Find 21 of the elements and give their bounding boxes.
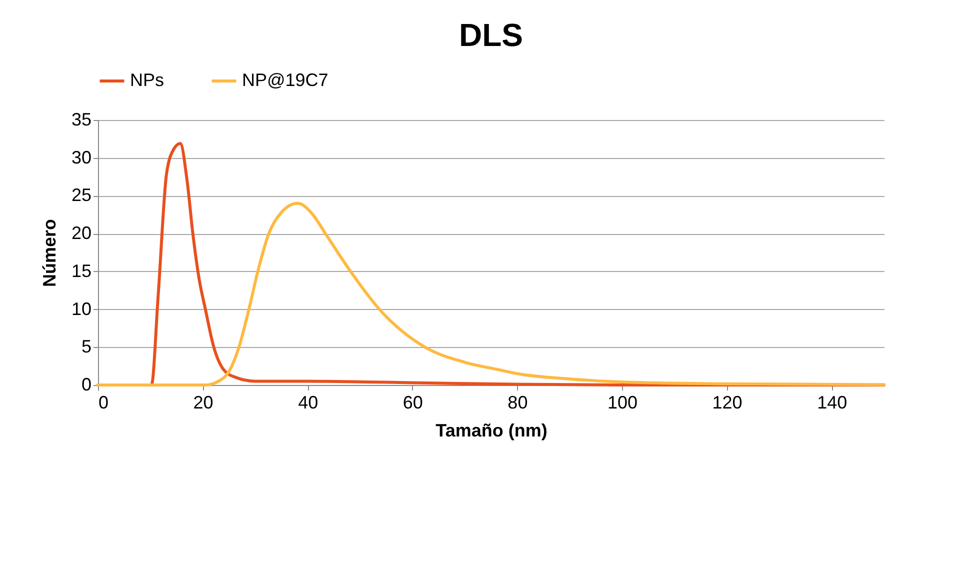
x-tick-label: 0 xyxy=(98,392,109,412)
x-tick-label: 20 xyxy=(193,392,214,412)
y-axis-title: Número xyxy=(39,218,60,288)
x-tick-label: 140 xyxy=(817,392,848,412)
x-tick-label: 120 xyxy=(712,392,742,412)
x-axis-title: Tamaño (nm) xyxy=(436,420,548,440)
y-tick-label: 20 xyxy=(71,223,92,244)
y-tick-label: 5 xyxy=(81,336,92,357)
legend-label: NP@19C7 xyxy=(242,70,328,90)
x-tick-label: 100 xyxy=(607,392,638,412)
x-tick-label: 40 xyxy=(298,392,318,412)
y-tick-label: 30 xyxy=(71,147,92,168)
legend-label: NPs xyxy=(130,70,164,90)
x-tick-label: 60 xyxy=(402,392,423,412)
x-tick-label: 80 xyxy=(508,392,528,412)
y-tick-label: 25 xyxy=(71,185,92,206)
y-tick-label: 35 xyxy=(71,110,92,130)
y-tick-label: 15 xyxy=(71,260,92,281)
chart-title: DLS xyxy=(459,17,523,53)
y-tick-label: 0 xyxy=(81,374,92,394)
y-tick-label: 10 xyxy=(71,298,92,319)
